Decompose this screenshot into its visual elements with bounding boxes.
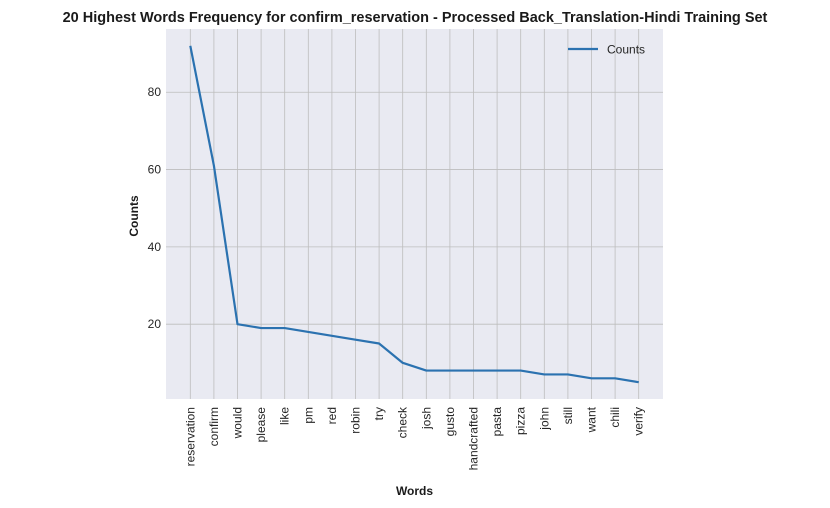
x-tick-labels: reservation confirm would please like pm red ro…: [183, 406, 645, 470]
series-line-counts: [189, 45, 639, 384]
x-tick-label: gusto: [443, 407, 457, 437]
y-axis-label: Counts: [127, 195, 141, 237]
x-tick-label: would: [231, 407, 245, 439]
plot-area: [166, 29, 663, 399]
x-tick-label: check: [396, 406, 410, 438]
y-tick-label: 60: [148, 163, 162, 177]
x-tick-label: robin: [349, 407, 363, 434]
x-tick-label: red: [325, 407, 339, 424]
x-tick-label: want: [585, 406, 599, 433]
x-tick-label: josh: [419, 407, 433, 430]
y-tick-label: 80: [148, 85, 162, 99]
x-tick-label: please: [254, 407, 268, 443]
x-tick-label: handcrafted: [467, 407, 481, 470]
x-axis-label: Words: [396, 484, 433, 498]
x-tick-label: like: [278, 407, 292, 425]
x-tick-label: chili: [608, 407, 622, 428]
chart-title: 20 Highest Words Frequency for confirm_r…: [63, 10, 768, 26]
x-tick-label: try: [372, 407, 386, 420]
x-tick-label: reservation: [183, 407, 197, 466]
x-tick-label: still: [561, 407, 575, 424]
x-tick-label: pasta: [490, 407, 504, 437]
legend-label: Counts: [607, 43, 645, 57]
grid-lines: [166, 29, 663, 399]
y-tick-label: 40: [148, 240, 162, 254]
y-tick-label: 20: [148, 317, 162, 331]
x-tick-label: pm: [301, 407, 315, 424]
x-tick-label: verify: [632, 407, 646, 436]
x-tick-label: pizza: [514, 407, 528, 435]
y-tick-labels: 20 40 60 80: [148, 85, 162, 331]
x-tick-label: confirm: [207, 407, 221, 446]
x-tick-label: john: [537, 407, 551, 431]
legend: Counts: [568, 43, 645, 57]
